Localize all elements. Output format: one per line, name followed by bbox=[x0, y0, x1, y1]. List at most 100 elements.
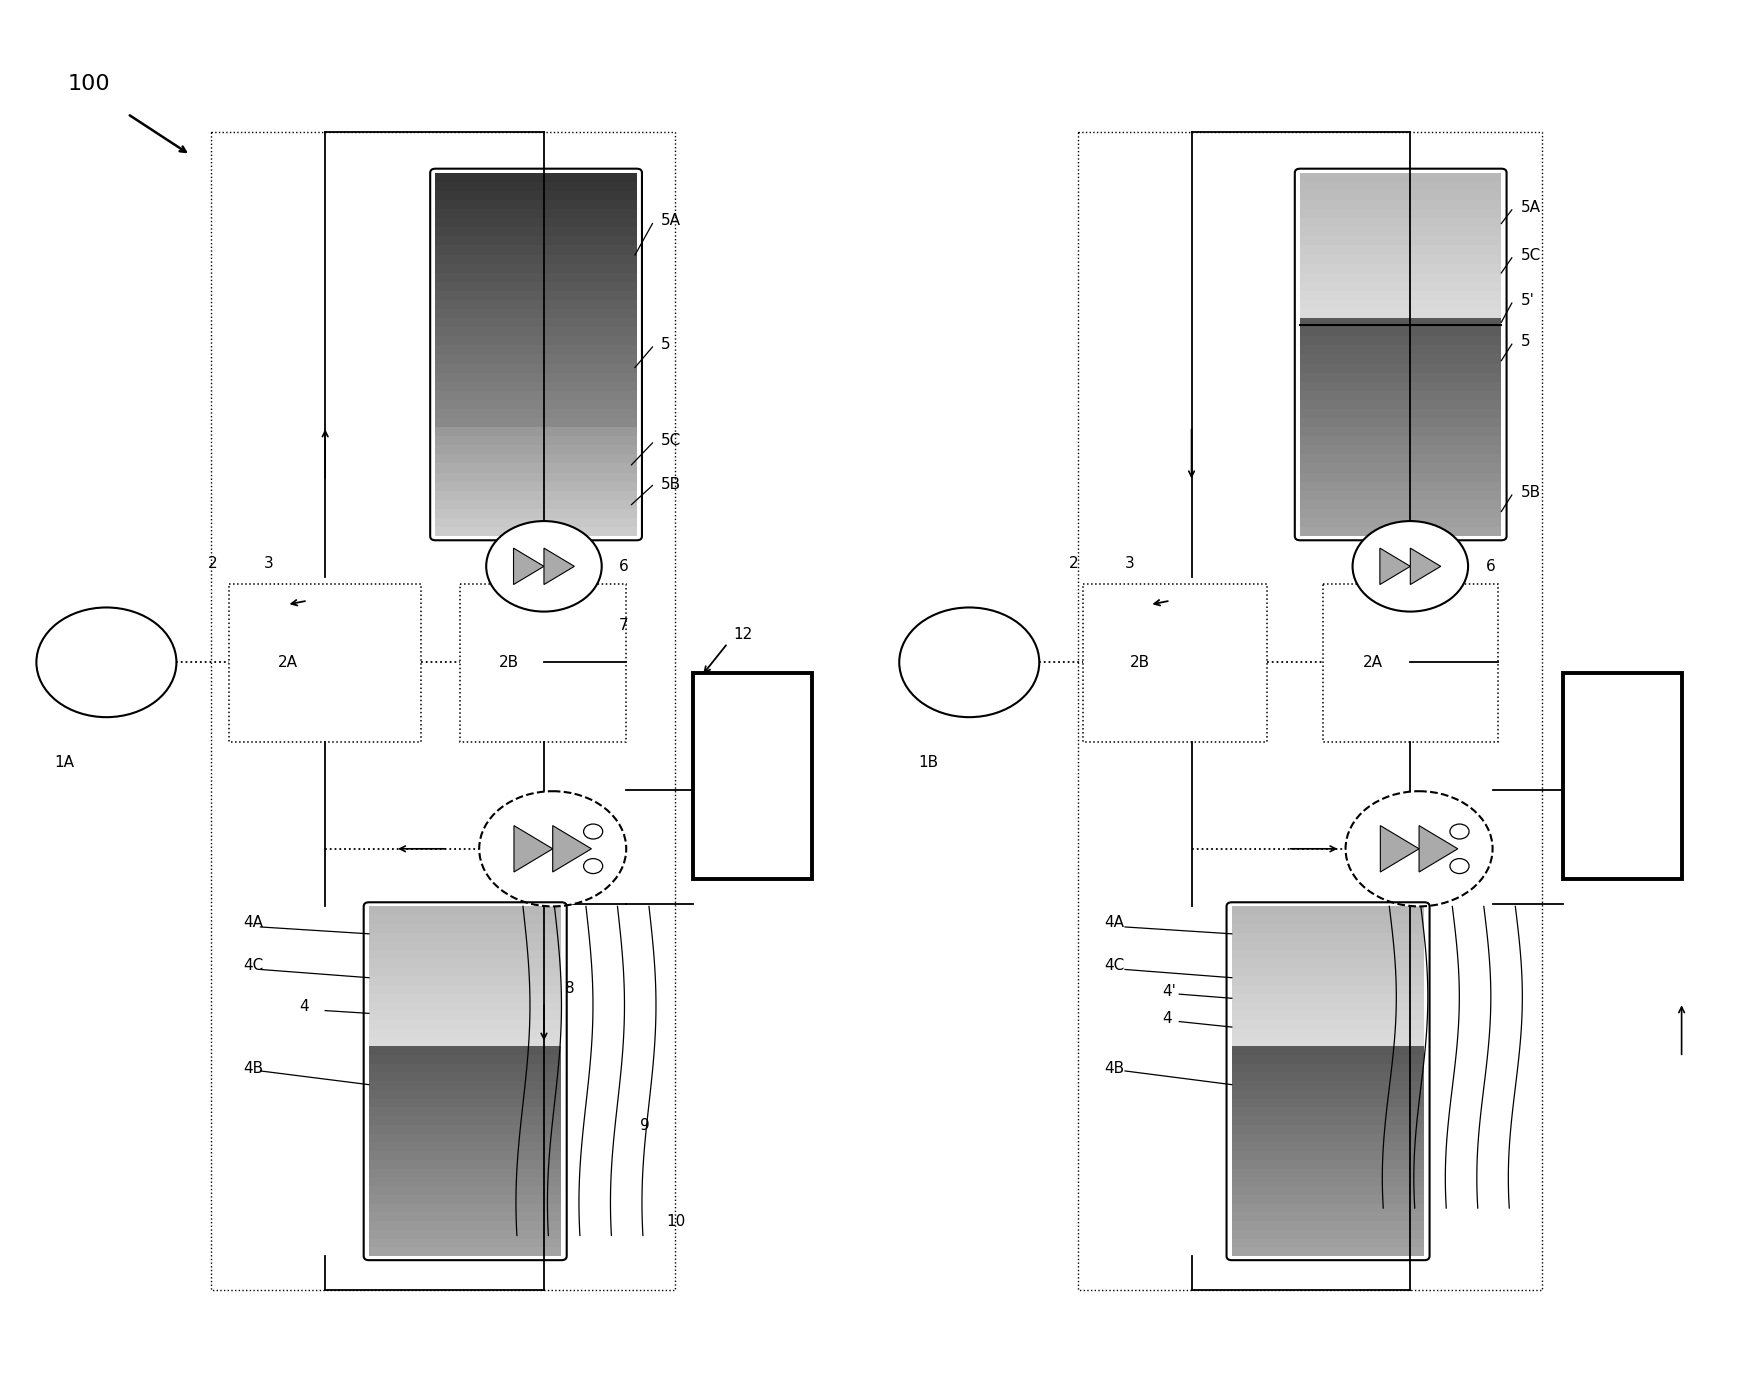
Bar bbox=[368, 1169, 561, 1178]
Bar bbox=[1232, 1090, 1425, 1099]
Bar bbox=[435, 337, 636, 345]
Bar bbox=[1232, 1020, 1425, 1029]
Bar bbox=[368, 1134, 561, 1142]
Bar bbox=[368, 1142, 561, 1151]
Bar bbox=[435, 201, 636, 209]
Bar bbox=[212, 132, 675, 1290]
Bar bbox=[368, 1221, 561, 1230]
Circle shape bbox=[1450, 824, 1469, 840]
Bar bbox=[1301, 191, 1501, 201]
Text: 4A: 4A bbox=[244, 915, 263, 930]
Circle shape bbox=[1346, 791, 1492, 907]
Bar bbox=[435, 191, 636, 201]
Bar bbox=[435, 246, 636, 254]
Bar bbox=[1232, 923, 1425, 933]
Bar bbox=[1301, 463, 1501, 473]
Circle shape bbox=[486, 521, 601, 611]
Bar bbox=[368, 1195, 561, 1204]
Bar bbox=[1232, 1116, 1425, 1125]
Bar bbox=[435, 400, 636, 409]
Bar bbox=[1301, 272, 1501, 282]
Bar bbox=[1301, 418, 1501, 427]
Bar bbox=[1232, 1063, 1425, 1073]
Bar bbox=[1301, 209, 1501, 218]
Bar bbox=[435, 491, 636, 500]
Bar bbox=[1324, 584, 1497, 742]
Circle shape bbox=[479, 791, 626, 907]
Bar bbox=[368, 993, 561, 1003]
Bar bbox=[1232, 1160, 1425, 1169]
Bar bbox=[1301, 508, 1501, 518]
Text: 100: 100 bbox=[68, 74, 110, 93]
Bar bbox=[1232, 1169, 1425, 1178]
Text: 5': 5' bbox=[1520, 293, 1534, 308]
Text: 9: 9 bbox=[640, 1118, 650, 1134]
Bar bbox=[1232, 1037, 1425, 1046]
Bar bbox=[435, 309, 636, 319]
Bar bbox=[435, 264, 636, 272]
Text: 4C: 4C bbox=[1104, 958, 1124, 973]
Bar bbox=[368, 923, 561, 933]
Bar bbox=[435, 272, 636, 282]
Bar bbox=[1232, 949, 1425, 959]
Bar bbox=[435, 173, 636, 181]
Bar bbox=[435, 354, 636, 364]
Bar bbox=[435, 254, 636, 264]
Bar bbox=[435, 500, 636, 508]
Bar bbox=[1301, 400, 1501, 409]
Text: 5A: 5A bbox=[1520, 199, 1541, 214]
Bar bbox=[435, 508, 636, 518]
Bar bbox=[368, 1230, 561, 1238]
Bar bbox=[368, 1090, 561, 1099]
Bar bbox=[1083, 584, 1267, 742]
Bar bbox=[1232, 907, 1425, 915]
Bar bbox=[368, 1248, 561, 1256]
Text: 5: 5 bbox=[1520, 334, 1530, 349]
Text: 6: 6 bbox=[619, 559, 629, 574]
Bar bbox=[1232, 1204, 1425, 1212]
Bar bbox=[1301, 246, 1501, 254]
Bar bbox=[435, 418, 636, 427]
Text: 4A: 4A bbox=[1104, 915, 1124, 930]
Circle shape bbox=[37, 607, 177, 717]
Text: 2B: 2B bbox=[498, 655, 519, 669]
Bar bbox=[1232, 985, 1425, 993]
Bar bbox=[368, 915, 561, 923]
Bar bbox=[435, 372, 636, 382]
Text: 2A: 2A bbox=[279, 655, 298, 669]
Bar bbox=[368, 1178, 561, 1186]
Bar bbox=[368, 1081, 561, 1090]
Bar bbox=[435, 528, 636, 536]
Polygon shape bbox=[552, 826, 591, 872]
Bar bbox=[435, 291, 636, 300]
Bar bbox=[1232, 1142, 1425, 1151]
Bar bbox=[368, 1011, 561, 1020]
Text: 7: 7 bbox=[619, 618, 629, 633]
Bar bbox=[1301, 227, 1501, 236]
Bar bbox=[1078, 132, 1541, 1290]
Text: 2B: 2B bbox=[1131, 655, 1150, 669]
Bar bbox=[435, 236, 636, 246]
Bar bbox=[435, 445, 636, 455]
Text: 8: 8 bbox=[564, 981, 575, 996]
Bar bbox=[368, 1046, 561, 1055]
Text: 2: 2 bbox=[1069, 556, 1078, 572]
Bar bbox=[459, 584, 626, 742]
Bar bbox=[1301, 500, 1501, 508]
Text: 3: 3 bbox=[1125, 556, 1134, 572]
Bar bbox=[368, 1212, 561, 1221]
Polygon shape bbox=[1411, 548, 1441, 584]
Bar bbox=[1301, 409, 1501, 418]
Bar bbox=[1301, 382, 1501, 390]
Bar bbox=[368, 1238, 561, 1248]
Bar bbox=[435, 427, 636, 436]
Bar bbox=[368, 949, 561, 959]
Bar bbox=[1301, 254, 1501, 264]
Bar bbox=[1232, 1099, 1425, 1107]
Bar bbox=[368, 907, 561, 915]
Bar bbox=[368, 985, 561, 993]
Bar bbox=[1232, 1055, 1425, 1063]
Bar bbox=[1301, 282, 1501, 291]
Bar bbox=[435, 319, 636, 327]
Bar bbox=[1301, 345, 1501, 354]
